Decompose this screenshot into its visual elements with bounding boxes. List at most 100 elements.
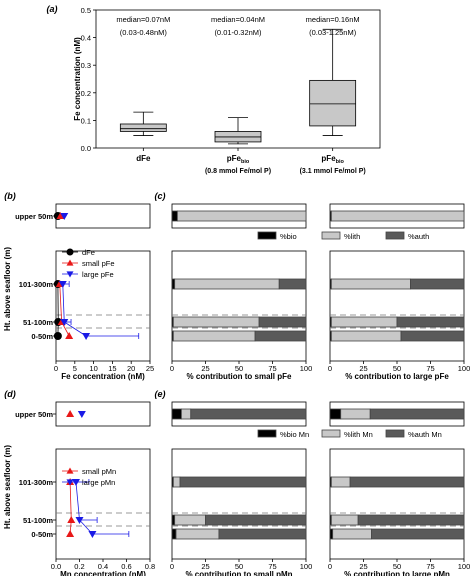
legend-label: %auth Mn — [408, 430, 442, 439]
data-point — [60, 319, 69, 326]
stacked-segment — [330, 278, 411, 290]
x-tick-note: (3.1 mmol Fe/mol P) — [300, 168, 366, 175]
legend-label: %bio — [280, 232, 297, 241]
x-tick-label: 25 — [146, 364, 154, 373]
legend-swatch — [257, 231, 277, 240]
stacked-segment — [332, 528, 372, 540]
stacked-segment — [171, 278, 176, 290]
stacked-segment — [330, 514, 359, 526]
stacked-segment — [330, 316, 398, 328]
x-tick-label: 100 — [300, 364, 313, 373]
stacked-segment — [396, 316, 465, 328]
plot-frame-top — [55, 203, 151, 229]
x-tick-label: 75 — [268, 562, 276, 571]
x-tick-label: 0 — [170, 562, 174, 571]
data-point — [67, 516, 76, 523]
stacked-segment — [329, 408, 342, 420]
legend-label: large pFe — [82, 270, 114, 279]
legend-label: dFe — [82, 248, 95, 257]
stacked-segment — [369, 408, 465, 420]
panel-a-label: (a) — [47, 4, 58, 14]
stacked-segment — [330, 330, 402, 342]
x-tick-label: 25 — [359, 364, 367, 373]
panel-label: (c) — [155, 191, 166, 201]
plot-frame-main — [55, 250, 151, 362]
x-tick-label: 20 — [127, 364, 135, 373]
x-tick-label: pFebio — [227, 154, 250, 165]
stacked-segment — [205, 514, 307, 526]
data-point — [66, 530, 75, 537]
stacked-segment — [172, 476, 181, 488]
y-axis-label: Ht. above seafloor (m) — [3, 445, 12, 529]
median-annotation: median=0.04nM — [211, 15, 265, 24]
x-tick-label: 0.0 — [51, 562, 61, 571]
stacked-segment — [171, 528, 177, 540]
x-tick-label: 5 — [73, 364, 77, 373]
y-tick-label: 0.5 — [81, 6, 91, 15]
legend-label: %lith — [344, 232, 360, 241]
stacked-segment — [171, 514, 176, 526]
x-tick-label: 25 — [359, 562, 367, 571]
x-tick-label: 0.4 — [98, 562, 108, 571]
legend-marker — [66, 248, 74, 256]
median-annotation: median=0.16nM — [306, 15, 360, 24]
depth-label: 0-50m — [31, 530, 53, 539]
x-axis-label: % contribution to large pMn — [344, 570, 450, 576]
plot-frame-main — [171, 448, 307, 560]
legend-marker — [66, 479, 74, 486]
stacked-segment — [172, 316, 260, 328]
depth-label: upper 50m — [15, 212, 53, 221]
x-tick-label: 25 — [201, 364, 209, 373]
stacked-segment — [340, 408, 371, 420]
x-axis-label: % contribution to large pFe — [345, 372, 449, 381]
y-tick-label: 0.0 — [81, 144, 91, 153]
legend-swatch — [385, 231, 405, 240]
depth-label: 101-300m — [19, 280, 54, 289]
stacked-segment — [190, 408, 307, 420]
data-point — [75, 517, 84, 524]
x-tick-label: 15 — [108, 364, 116, 373]
stacked-segment — [258, 316, 307, 328]
x-tick-label: 0.6 — [121, 562, 131, 571]
x-tick-label: 0 — [328, 364, 332, 373]
legend-swatch — [321, 429, 341, 438]
data-point — [58, 281, 67, 288]
x-tick-label: 50 — [393, 562, 401, 571]
stacked-segment — [175, 528, 220, 540]
x-tick-label: 0.8 — [145, 562, 155, 571]
stacked-segment — [180, 408, 192, 420]
data-point — [82, 333, 91, 340]
stacked-segment — [172, 330, 256, 342]
legend-label: small pMn — [82, 467, 116, 476]
box-body — [309, 79, 357, 127]
legend-marker — [66, 467, 74, 474]
stacked-segment — [176, 210, 307, 222]
box-body — [119, 123, 167, 132]
x-axis-label: % contribution to small pMn — [185, 570, 292, 576]
x-tick-label: 75 — [426, 562, 434, 571]
stacked-segment — [357, 514, 465, 526]
range-annotation: (0.03-0.48nM) — [120, 28, 168, 37]
x-tick-note: (0.8 mmol Fe/mol P) — [205, 168, 271, 175]
x-tick-label: 50 — [235, 364, 243, 373]
data-point — [77, 411, 86, 418]
plot-frame-main — [171, 250, 307, 362]
stacked-segment — [278, 278, 307, 290]
stacked-segment — [409, 278, 465, 290]
legend-swatch — [257, 429, 277, 438]
stacked-segment — [171, 408, 182, 420]
stacked-segment — [329, 528, 334, 540]
depth-label: upper 50m — [15, 410, 53, 419]
data-point — [71, 479, 80, 486]
legend-label: %lith Mn — [344, 430, 373, 439]
legend-swatch — [385, 429, 405, 438]
panel-label: (b) — [4, 191, 16, 201]
x-tick-label: 0 — [54, 364, 58, 373]
legend-label: small pFe — [82, 259, 115, 268]
x-tick-label: 0 — [328, 562, 332, 571]
legend-swatch — [321, 231, 341, 240]
x-tick-label: 100 — [458, 364, 471, 373]
y-tick-label: 0.2 — [81, 89, 91, 98]
x-tick-label: 25 — [201, 562, 209, 571]
stacked-segment — [330, 476, 351, 488]
